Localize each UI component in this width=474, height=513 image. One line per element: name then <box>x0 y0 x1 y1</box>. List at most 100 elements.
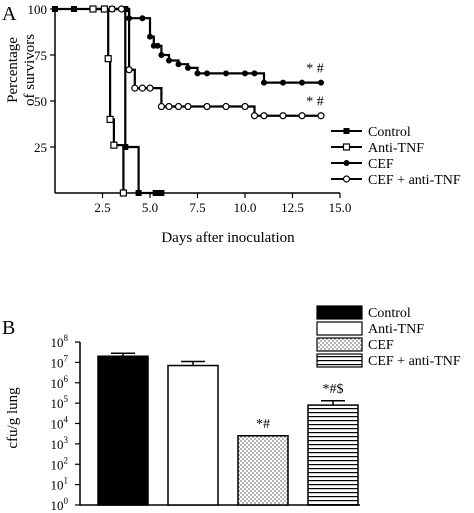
legend-label: Anti-TNF <box>368 322 424 337</box>
panel-b-label: B <box>2 317 15 339</box>
data-point <box>125 66 133 74</box>
legend-swatch <box>316 353 363 368</box>
series-line <box>93 7 125 193</box>
data-point <box>194 70 201 77</box>
legend-label: Control <box>368 306 411 321</box>
x-tick-label: 15.0 <box>329 200 352 215</box>
data-point <box>146 84 154 92</box>
data-point <box>223 70 229 77</box>
axes: 2.5 5.0 7.5 10.0 12.5 15.0 25 50 75 100 <box>28 2 352 215</box>
data-point <box>71 6 77 12</box>
bacterial-load-chart: B cfu/g lung 100101102103104105106107108… <box>2 305 461 513</box>
y-tick-exponent: 1 <box>64 476 69 486</box>
data-point <box>298 112 306 120</box>
data-point <box>131 84 139 92</box>
data-point <box>261 79 267 86</box>
x-tick-label: 12.5 <box>281 200 304 215</box>
significance-marker: * # <box>306 95 324 110</box>
data-point <box>251 70 258 77</box>
y-tick-base: 10 <box>51 478 64 493</box>
significance-marker: *# <box>256 417 270 432</box>
data-point <box>203 102 211 111</box>
y-tick-exponent: 5 <box>64 394 69 404</box>
legend-label: CEF <box>368 157 394 172</box>
data-point <box>250 112 259 120</box>
y-tick-label: 107 <box>51 353 69 370</box>
series-line <box>112 7 321 117</box>
legend-label: CEF + anti-TNF <box>368 354 461 369</box>
y-tick-base: 10 <box>51 376 64 391</box>
y-tick-exponent: 6 <box>64 374 69 384</box>
legend-label: CEF + anti-TNF <box>368 173 461 188</box>
data-point <box>165 102 173 111</box>
data-point <box>260 112 268 120</box>
data-point <box>52 6 58 12</box>
y-tick-label: 101 <box>51 476 69 493</box>
data-point <box>185 64 191 71</box>
legend-label: Anti-TNF <box>368 141 424 156</box>
data-point <box>158 52 165 58</box>
x-tick-label: 7.5 <box>189 200 205 215</box>
legend-swatch <box>316 337 363 352</box>
data-point <box>222 102 230 111</box>
y-tick-exponent: 3 <box>64 435 69 445</box>
data-point <box>280 79 286 86</box>
data-point <box>174 102 183 111</box>
y-tick-label: 100 <box>28 2 48 17</box>
legend-marker <box>343 160 350 166</box>
data-point <box>110 141 118 149</box>
data-point <box>122 144 129 150</box>
series-group <box>52 5 325 197</box>
y-tick-label: 102 <box>51 455 69 472</box>
data-point <box>175 61 182 68</box>
series-3 <box>108 5 325 120</box>
legend-marker <box>343 128 350 134</box>
data-point <box>318 79 324 86</box>
y-tick-base: 10 <box>51 396 64 411</box>
survival-chart: A Percentage of survivors Days after ino… <box>2 2 461 246</box>
bar <box>307 404 359 506</box>
data-point <box>242 70 248 77</box>
significance-marker: *#$ <box>323 382 344 397</box>
y-tick-exponent: 0 <box>64 496 69 506</box>
y-tick-base: 10 <box>51 498 64 513</box>
y-tick-label: 25 <box>34 140 47 155</box>
data-point <box>119 189 128 197</box>
x-tick-label: 10.0 <box>234 200 257 215</box>
data-point <box>154 42 161 49</box>
x-tick-label: 5.0 <box>142 200 158 215</box>
panel-a-label: A <box>2 3 17 25</box>
data-point <box>152 190 159 196</box>
y-tick-label: 100 <box>51 496 69 513</box>
data-point <box>89 5 97 13</box>
data-point <box>106 115 114 124</box>
y-axis-title: cfu/g lung <box>5 387 21 449</box>
annotations: * # * # <box>306 62 324 110</box>
data-point <box>138 84 146 92</box>
data-point <box>147 33 153 40</box>
y-tick-label: 106 <box>51 374 69 391</box>
x-axis-title: Days after inoculation <box>161 230 295 246</box>
data-point <box>157 102 165 111</box>
bar <box>97 355 149 506</box>
significance-marker: * # <box>306 62 324 77</box>
y-tick-exponent: 4 <box>64 415 69 425</box>
data-point <box>184 102 192 111</box>
y-tick-exponent: 2 <box>64 455 69 465</box>
data-point <box>204 70 210 77</box>
data-point <box>158 190 165 196</box>
data-point <box>135 190 142 196</box>
data-point <box>100 5 109 13</box>
y-axis-title-line2: of survivors <box>22 34 38 106</box>
annotations: *# *#$ <box>256 382 344 432</box>
bars <box>97 352 359 506</box>
legend-swatch <box>316 305 363 320</box>
legend-swatch <box>316 321 363 336</box>
y-tick-label: 75 <box>34 48 47 63</box>
data-point <box>166 57 172 64</box>
y-tick-label: 104 <box>51 415 69 432</box>
y-tick-base: 10 <box>51 417 64 432</box>
